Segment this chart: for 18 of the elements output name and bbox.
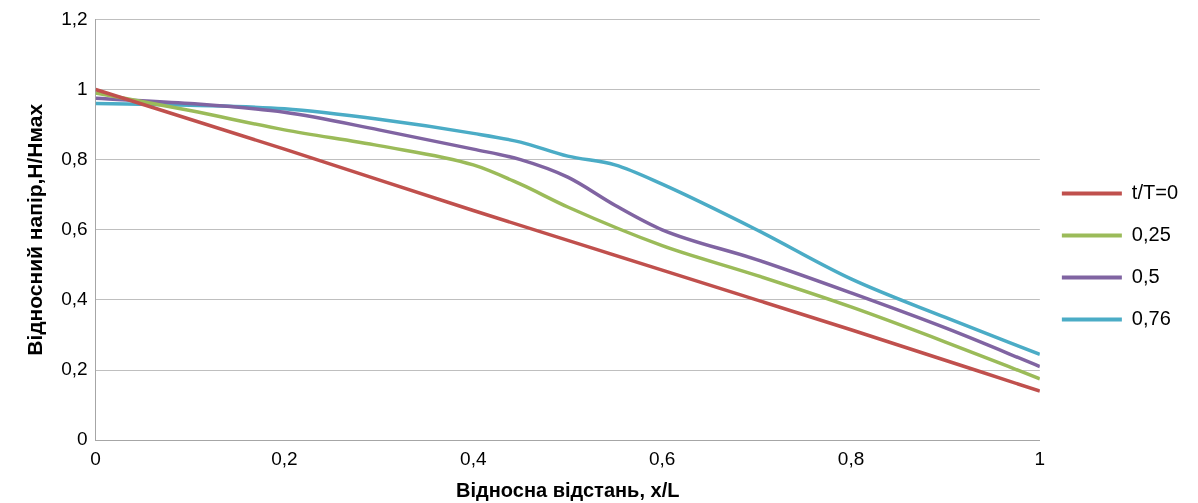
y-tick-label: 0,4 — [61, 288, 89, 310]
y-tick-label: 1 — [77, 77, 88, 99]
x-tick-label: 0,2 — [271, 447, 298, 469]
x-tick-label: 0,8 — [837, 447, 865, 469]
y-axis-title: Відносний напір,Н/Нмах — [23, 103, 47, 356]
x-tick-label: 0,6 — [648, 447, 676, 469]
x-tick-label: 1 — [1034, 447, 1046, 469]
x-tick-label: 0,4 — [460, 447, 487, 469]
legend-label: 0,25 — [1131, 223, 1171, 246]
y-tick-label: 0,8 — [61, 147, 88, 169]
legend-label: t/T=0 — [1131, 181, 1179, 204]
y-tick-label: 1,2 — [61, 7, 88, 29]
x-axis-title: Відносна відстань, x/L — [456, 478, 680, 501]
legend-label: 0,5 — [1131, 265, 1160, 288]
y-tick-label: 0 — [77, 428, 88, 450]
y-tick-label: 0,2 — [61, 358, 88, 380]
y-tick-label: 0,6 — [61, 218, 88, 240]
legend-label: 0,76 — [1131, 307, 1171, 330]
